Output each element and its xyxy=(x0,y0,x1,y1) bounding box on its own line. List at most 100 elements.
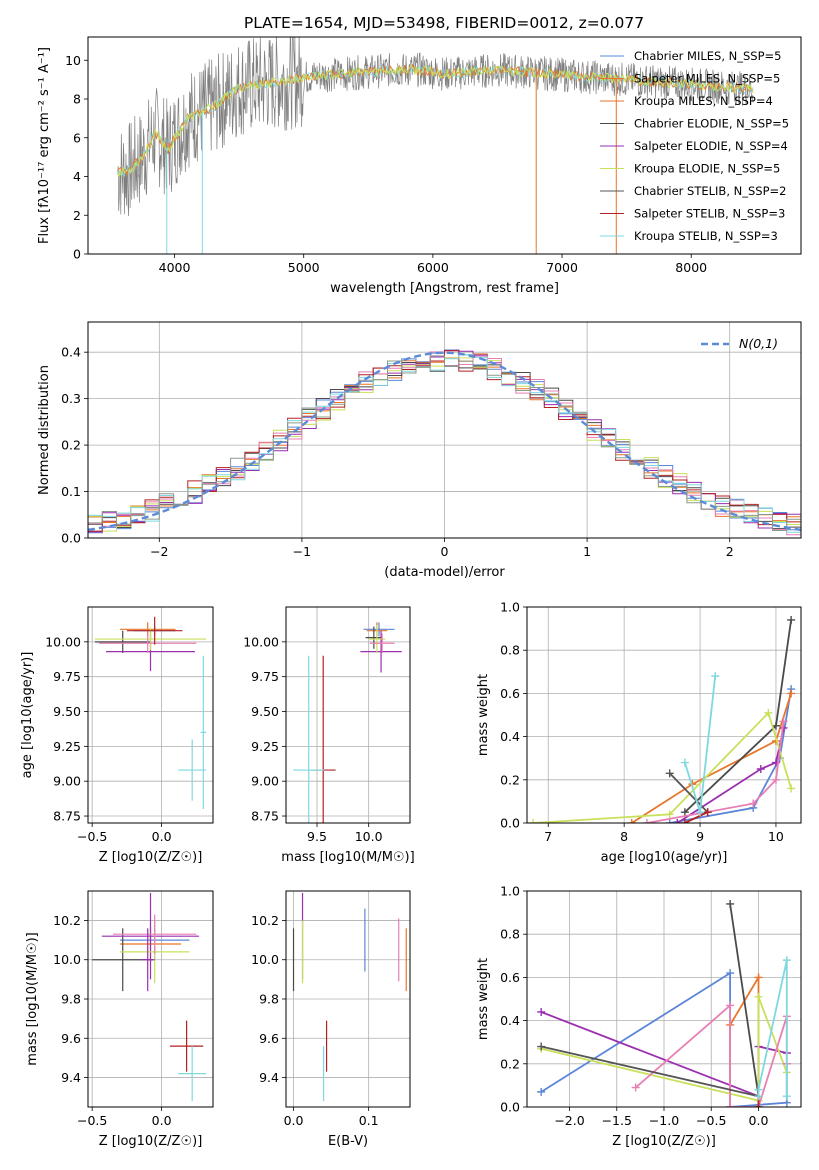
y-tick-label: 0.8 xyxy=(500,927,520,942)
x-tick-label: 8 xyxy=(620,829,628,844)
weight-vs-age-panel: 7 8 9 10 0.0 0.2 0.4 0.6 0.8 1.0 age [log10(age/yr… xyxy=(476,600,802,865)
y-tick-label: 6 xyxy=(73,130,81,145)
weight-marker xyxy=(787,784,796,793)
y-tick-label: 9.25 xyxy=(53,739,81,754)
x-tick-label: −1.0 xyxy=(649,1113,679,1128)
y-tick-label: 10.2 xyxy=(53,913,81,928)
legend-label-8: Salpeter STELIB, N_SSP=3 xyxy=(634,207,785,221)
x-tick-label: 0.0 xyxy=(749,1113,769,1128)
mass-vs-ebv-panel: 0.0 0.1 9.4 9.6 9.8 10.0 10.2 E(B-V) xyxy=(251,890,411,1149)
axes-frame xyxy=(285,890,411,1108)
y-axis-label: Normed distribution xyxy=(37,365,52,495)
legend-label-2: Salpeter MILES, N_SSP=5 xyxy=(634,72,780,86)
axes-frame xyxy=(87,321,802,539)
x-tick-label: 5000 xyxy=(288,260,320,275)
y-axis-label: mass [log10(M/M☉)] xyxy=(25,932,40,1065)
y-tick-label: 9.8 xyxy=(61,992,81,1007)
weight-marker xyxy=(754,992,763,1001)
y-tick-label: 9.8 xyxy=(259,992,279,1007)
weight-series-line-3 xyxy=(729,903,760,1097)
axes-frame xyxy=(526,606,802,824)
x-tick-label: 2 xyxy=(726,544,734,559)
y-axis-label: mass weight xyxy=(476,674,491,756)
y-tick-label: 9.4 xyxy=(61,1070,81,1085)
age-vs-mass-panel: 9.5 10.0 8.75 9.00 9.25 9.50 9.75 10.00 mass [lo… xyxy=(243,606,415,865)
residual-histogram-step xyxy=(88,355,801,531)
weight-marker xyxy=(726,969,735,978)
legend-label-7: Chabrier STELIB, N_SSP=2 xyxy=(634,184,786,198)
model-spectrum-line xyxy=(117,64,754,179)
plot-area xyxy=(537,899,791,1107)
weight-marker xyxy=(754,1103,763,1107)
weight-marker xyxy=(673,819,682,823)
weight-vs-metallicity-panel: −2.0 −1.5 −1.0 −0.5 0.0 0.0 0.2 0.4 0.6 0.8 1.0 Z [… xyxy=(476,884,802,1149)
weight-marker xyxy=(537,1087,546,1096)
axes-frame xyxy=(87,36,802,255)
x-tick-label: −0.5 xyxy=(77,829,107,844)
y-tick-label: 9.50 xyxy=(53,704,81,719)
weight-marker xyxy=(711,672,720,681)
weight-marker xyxy=(756,765,765,773)
x-tick-label: 7 xyxy=(544,829,552,844)
y-tick-label: 0.2 xyxy=(500,772,520,787)
weight-marker xyxy=(703,808,712,817)
x-tick-label: 4000 xyxy=(159,260,191,275)
x-axis-label: mass [log10(M/M☉)] xyxy=(281,850,414,865)
x-tick-label: 1 xyxy=(583,544,591,559)
x-tick-label: −2.0 xyxy=(554,1113,584,1128)
weight-marker xyxy=(529,819,538,823)
weight-marker xyxy=(680,819,689,823)
y-tick-label: 0.4 xyxy=(500,1013,520,1028)
spectrum-legend: Chabrier MILES, N_SSP=5 Salpeter MILES, N… xyxy=(600,49,789,243)
weight-marker xyxy=(537,1042,546,1051)
x-tick-label: 7000 xyxy=(546,260,578,275)
axes-frame xyxy=(526,890,802,1108)
y-tick-label: 9.6 xyxy=(61,1031,81,1046)
plot-area xyxy=(117,37,754,254)
weight-marker xyxy=(696,808,705,817)
y-tick-label: 10.0 xyxy=(251,952,279,967)
weight-marker xyxy=(754,973,763,982)
x-axis-label: wavelength [Angstrom, rest frame] xyxy=(330,281,559,296)
x-tick-label: 0.0 xyxy=(284,1113,304,1128)
legend-label-1: Chabrier MILES, N_SSP=5 xyxy=(634,49,781,63)
mass-vs-metallicity-panel: −0.5 0.0 9.4 9.6 9.8 10.0 10.2 Z [log10(Z/Z☉)] m… xyxy=(25,890,214,1149)
axes-frame xyxy=(87,606,214,824)
legend-label-5: Salpeter ELODIE, N_SSP=4 xyxy=(634,139,788,153)
weight-marker xyxy=(754,1085,763,1094)
weight-marker xyxy=(631,1083,640,1092)
y-tick-label: 0.1 xyxy=(61,484,81,499)
figure-title: PLATE=1654, MJD=53498, FIBERID=0012, z=0… xyxy=(244,14,644,32)
plot-area xyxy=(292,892,407,1102)
x-tick-label: −0.5 xyxy=(696,1113,726,1128)
y-tick-label: 10.0 xyxy=(53,952,81,967)
y-tick-label: 10 xyxy=(65,53,81,68)
weight-series-line-2 xyxy=(631,693,792,823)
x-tick-label: −0.5 xyxy=(77,1113,107,1128)
weight-series-line-1 xyxy=(669,688,792,823)
x-axis-label: Z [log10(Z/Z☉)] xyxy=(99,850,203,865)
weight-marker xyxy=(665,810,674,819)
y-tick-label: 9.25 xyxy=(251,739,279,754)
weight-series-line-8 xyxy=(684,811,708,823)
weight-series-line-7 xyxy=(540,1045,759,1098)
y-axis-label: age [log10(age/yr)] xyxy=(20,652,35,779)
weight-marker xyxy=(787,689,796,698)
normal-curve xyxy=(88,351,801,532)
weight-marker xyxy=(627,819,636,823)
x-tick-label: −1 xyxy=(293,544,311,559)
age-vs-metallicity-panel: −0.5 0.0 8.75 9.00 9.25 9.50 9.75 10.00 Z [log10… xyxy=(20,606,214,865)
x-axis-label: (data-model)/error xyxy=(384,565,505,580)
axes-frame xyxy=(87,890,214,1108)
y-tick-label: 0.2 xyxy=(500,1056,520,1071)
x-axis-label: E(B-V) xyxy=(328,1134,368,1149)
legend-label-6: Kroupa ELODIE, N_SSP=5 xyxy=(634,162,780,176)
legend-label-9: Kroupa STELIB, N_SSP=3 xyxy=(634,229,778,243)
weight-marker xyxy=(764,708,773,717)
model-spectrum-line xyxy=(117,64,754,176)
x-tick-label: 6000 xyxy=(417,260,449,275)
plot-area xyxy=(88,349,801,536)
residuals-panel: −2 −1 0 1 2 0.0 0.1 0.2 0.3 0.4 (data-model)/error… xyxy=(37,321,802,580)
x-axis-label: age [log10(age/yr)] xyxy=(601,850,728,865)
plot-area xyxy=(92,892,207,1102)
